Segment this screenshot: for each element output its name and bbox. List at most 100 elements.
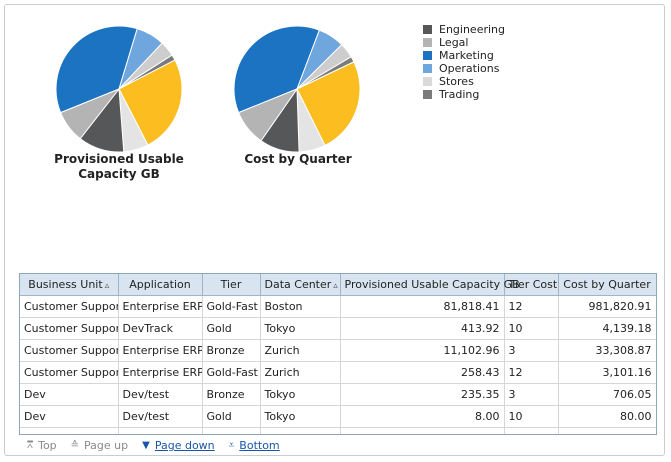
cell-application: Dev/test xyxy=(118,383,203,406)
pager-page-up: ≙ Page up xyxy=(71,439,128,452)
chart-legend: Engineering Legal Marketing Operations S… xyxy=(423,23,505,101)
cell-cost-by-quarter: 306,906.67 xyxy=(558,427,656,434)
chart-title-line1: Provisioned Usable xyxy=(54,152,184,166)
cell-tier-cost: 10 xyxy=(504,405,559,428)
cell-application: DevTrack xyxy=(118,317,203,340)
table-row[interactable]: Dev Legal dev Gold-Fast Tokyo 25,575.56 … xyxy=(20,427,656,434)
pager-page-down-link[interactable]: Page down xyxy=(154,439,215,452)
cell-application: Dev/test xyxy=(118,405,203,428)
table-row[interactable]: Customer Support Enterprise ERP Gold-Fas… xyxy=(20,295,656,318)
table-row[interactable]: Dev Dev/test Gold Tokyo 8.00 10 80.00 xyxy=(20,405,656,428)
pie-slice-legal[interactable] xyxy=(59,87,121,140)
cell-provisioned-capacity: 258.43 xyxy=(340,361,505,384)
legend-label: Marketing xyxy=(439,49,494,62)
cell-business-unit: Customer Support xyxy=(20,317,119,340)
cell-data-center: Tokyo xyxy=(260,427,341,434)
cell-tier: Bronze xyxy=(202,383,261,406)
pie-slice-zone-amber[interactable] xyxy=(118,59,183,146)
cell-application: Enterprise ERP xyxy=(118,295,203,318)
double-down-arrow-icon[interactable]: ⩡ xyxy=(228,440,235,451)
pager-top-label: Top xyxy=(38,439,57,452)
cell-tier: Gold-Fast xyxy=(202,361,261,384)
cell-tier-cost: 3 xyxy=(504,383,559,406)
legend-swatch xyxy=(423,90,432,99)
column-header-tier-cost[interactable]: Tier Cost xyxy=(504,274,559,296)
cell-provisioned-capacity: 8.00 xyxy=(340,405,505,428)
cell-data-center: Zurich xyxy=(260,361,341,384)
column-header-business-unit[interactable]: Business Unit ▵ xyxy=(20,274,119,296)
legend-label: Legal xyxy=(439,36,469,49)
cell-tier-cost: 12 xyxy=(504,361,559,384)
pie-slice-zone-amber[interactable] xyxy=(296,61,361,147)
pie-slice-marketing[interactable] xyxy=(233,25,321,114)
cell-tier-cost: 10 xyxy=(504,317,559,340)
pie-slice-legal[interactable] xyxy=(237,87,299,142)
cell-business-unit: Customer Support xyxy=(20,339,119,362)
cell-provisioned-capacity: 11,102.96 xyxy=(340,339,505,362)
column-header-provisioned-capacity[interactable]: Provisioned Usable Capacity GB xyxy=(340,274,520,296)
legend-label: Trading xyxy=(439,88,480,101)
pager-bottom-button[interactable]: ⩡ Bottom xyxy=(229,439,280,452)
cell-tier: Gold-Fast xyxy=(202,427,261,434)
cell-cost-by-quarter: 80.00 xyxy=(558,405,656,428)
cell-tier: Gold-Fast xyxy=(202,295,261,318)
cell-application: Enterprise ERP xyxy=(118,339,203,362)
pager-bottom-link[interactable]: Bottom xyxy=(239,439,280,452)
column-header-application[interactable]: Application xyxy=(118,274,203,296)
legend-item[interactable]: Trading xyxy=(423,88,505,101)
cell-business-unit: Customer Support xyxy=(20,361,119,384)
chart-title-cost-by-quarter: Cost by Quarter xyxy=(223,152,373,167)
cell-tier-cost: 12 xyxy=(504,295,559,318)
sort-ascending-icon[interactable]: ▵ xyxy=(104,281,110,291)
cell-cost-by-quarter: 33,308.87 xyxy=(558,339,656,362)
chart-title-line1: Cost by Quarter xyxy=(244,152,352,166)
cell-data-center: Boston xyxy=(260,295,341,318)
cell-data-center: Tokyo xyxy=(260,317,341,340)
cell-provisioned-capacity: 25,575.56 xyxy=(340,427,505,434)
cell-tier: Gold xyxy=(202,317,261,340)
cell-application: Legal dev xyxy=(118,427,203,434)
cell-business-unit: Dev xyxy=(20,383,119,406)
sort-ascending-icon[interactable]: ▵ xyxy=(333,281,338,291)
table-row[interactable]: Dev Dev/test Bronze Tokyo 235.35 3 706.0… xyxy=(20,383,656,406)
cell-tier-cost: 3 xyxy=(504,339,559,362)
table-row[interactable]: Customer Support Enterprise ERP Gold-Fas… xyxy=(20,361,656,384)
cell-application: Enterprise ERP xyxy=(118,361,203,384)
legend-item[interactable]: Legal xyxy=(423,36,505,49)
legend-label: Engineering xyxy=(439,23,505,36)
table-row[interactable]: Customer Support Enterprise ERP Bronze Z… xyxy=(20,339,656,362)
pager-page-down-button[interactable]: ▼ Page down xyxy=(142,439,215,452)
cell-data-center: Tokyo xyxy=(260,383,341,406)
pie-chart-cost-by-quarter[interactable] xyxy=(229,21,365,157)
pager-top: ⩞ Top xyxy=(27,439,57,452)
report-panel: Provisioned Usable Capacity GB Cost by Q… xyxy=(4,4,665,456)
cell-provisioned-capacity: 413.92 xyxy=(340,317,505,340)
cell-data-center: Tokyo xyxy=(260,405,341,428)
table-header-row: Business Unit ▵ Application Tier Data Cen… xyxy=(20,274,656,296)
legend-item[interactable]: Operations xyxy=(423,62,505,75)
cell-cost-by-quarter: 4,139.18 xyxy=(558,317,656,340)
data-table: Business Unit ▵ Application Tier Data Cen… xyxy=(19,273,657,435)
cell-business-unit: Dev xyxy=(20,405,119,428)
cell-cost-by-quarter: 981,820.91 xyxy=(558,295,656,318)
cell-data-center: Zurich xyxy=(260,339,341,362)
double-up-arrow-icon: ⩞ xyxy=(27,440,34,451)
table-row[interactable]: Customer Support DevTrack Gold Tokyo 413… xyxy=(20,317,656,340)
legend-item[interactable]: Stores xyxy=(423,75,505,88)
legend-swatch xyxy=(423,51,432,60)
legend-item[interactable]: Marketing xyxy=(423,49,505,62)
column-header-tier[interactable]: Tier xyxy=(202,274,261,296)
down-arrow-icon[interactable]: ▼ xyxy=(142,440,150,451)
legend-swatch xyxy=(423,77,432,86)
pie-chart-provisioned-capacity[interactable] xyxy=(51,21,187,157)
cell-cost-by-quarter: 3,101.16 xyxy=(558,361,656,384)
up-arrow-icon: ≙ xyxy=(70,440,80,451)
cell-provisioned-capacity: 235.35 xyxy=(340,383,505,406)
column-header-data-center[interactable]: Data Center ▵ xyxy=(260,274,341,296)
cell-business-unit: Customer Support xyxy=(20,295,119,318)
column-header-cost-by-quarter[interactable]: Cost by Quarter xyxy=(558,274,656,296)
legend-label: Operations xyxy=(439,62,500,75)
legend-item[interactable]: Engineering xyxy=(423,23,505,36)
cell-business-unit: Dev xyxy=(20,427,119,434)
pie-slice-marketing[interactable] xyxy=(55,25,138,114)
